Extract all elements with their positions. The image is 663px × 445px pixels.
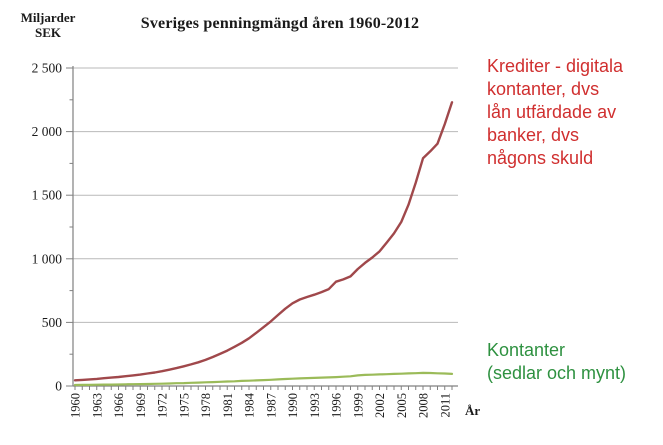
y-tick-label: 1 000 — [32, 251, 63, 266]
x-tick-label: 2002 — [373, 393, 387, 418]
annotation-krediter: Krediter - digitala kontanter, dvs lån u… — [487, 56, 624, 168]
annotation-kontanter: Kontanter (sedlar och mynt) — [487, 340, 627, 383]
series-line-kontanter — [73, 371, 454, 387]
chart-title: Sveriges penningmängd åren 1960-2012 — [140, 15, 420, 32]
series-line-krediter — [73, 101, 454, 382]
x-tick-label: 1981 — [221, 393, 235, 418]
x-tick-label: 2005 — [395, 393, 409, 418]
x-tick-label: 1996 — [330, 393, 344, 418]
x-tick-label: 1966 — [112, 393, 126, 418]
x-tick-label: 1987 — [264, 393, 278, 418]
x-tick-label: 1990 — [286, 393, 300, 418]
x-tick-label: 2011 — [438, 393, 452, 418]
x-tick-label: 2008 — [417, 393, 431, 418]
y-tick-label: 2 000 — [32, 124, 63, 139]
y-axis-unit-label: Miljarder SEK — [20, 10, 76, 40]
y-tick-label: 1 500 — [32, 188, 63, 203]
y-tick-label: 2 500 — [32, 61, 63, 76]
x-axis-title: År — [465, 403, 481, 418]
x-tick-label: 1993 — [308, 393, 322, 418]
y-tick-label: 500 — [42, 315, 63, 330]
x-tick-label: 1984 — [243, 392, 257, 418]
y-tick-label: 0 — [55, 379, 62, 394]
x-tick-label: 1963 — [90, 393, 104, 418]
x-tick-label: 1975 — [177, 393, 191, 418]
x-tick-label: 1969 — [134, 393, 148, 418]
x-tick-label: 1978 — [199, 393, 213, 418]
x-tick-label: 1972 — [156, 393, 170, 418]
x-tick-label: 1960 — [69, 393, 83, 418]
x-tick-label: 1999 — [351, 393, 365, 418]
